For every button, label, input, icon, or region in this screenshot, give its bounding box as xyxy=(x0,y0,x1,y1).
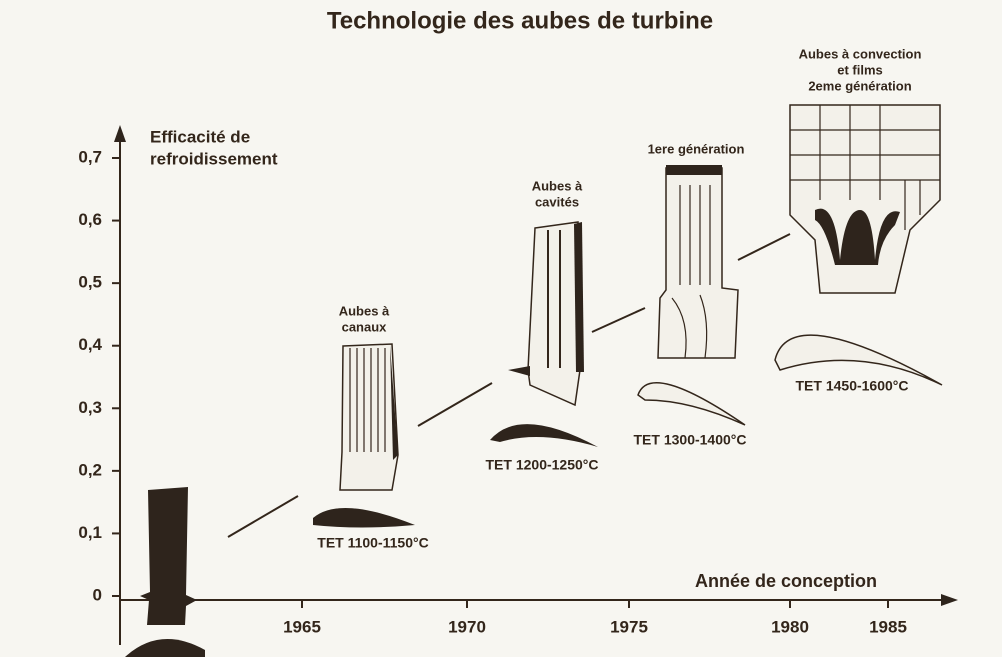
blade-channels xyxy=(313,343,415,528)
x-tick-label: 1985 xyxy=(869,617,907,636)
blade-second-gen xyxy=(774,104,943,386)
title: Technologie des aubes de turbine xyxy=(327,7,713,34)
blade-name: Aubes à xyxy=(532,178,583,193)
y-tick-label: 0,5 xyxy=(78,273,102,292)
y-tick-label: 0 xyxy=(93,585,102,604)
x-tick-label: 1980 xyxy=(771,617,809,636)
y-tick-label: 0,2 xyxy=(78,460,102,479)
y-tick-label: 0,3 xyxy=(78,398,102,417)
trend-segment xyxy=(227,495,299,538)
trend-segment xyxy=(417,382,493,427)
blade-name: et films xyxy=(837,62,883,77)
trend-segment xyxy=(737,233,791,261)
y-tick-label: 0,7 xyxy=(78,147,102,166)
blade-tet: TET 1450-1600°C xyxy=(796,378,909,394)
y-tick-label: 0,1 xyxy=(78,523,102,542)
blade-name: 1ere génération xyxy=(648,141,745,156)
blade-tet: TET 1200-1250°C xyxy=(486,457,599,473)
blade-first-gen xyxy=(637,165,746,426)
trend xyxy=(227,233,791,538)
blade-name: canaux xyxy=(342,319,388,334)
blade-name: 2eme génération xyxy=(808,78,911,93)
blade-name: Aubes à xyxy=(339,303,390,318)
y-arrow xyxy=(114,125,126,142)
x-tick-label: 1965 xyxy=(283,617,321,636)
x-axis-label: Année de conception xyxy=(695,571,877,591)
blade-tet: TET 1100-1150°C xyxy=(317,535,428,551)
blade-name: cavités xyxy=(535,194,579,209)
y-axis-label: refroidissement xyxy=(150,149,278,168)
y-axis-label: Efficacité de xyxy=(150,127,250,146)
y-tick-label: 0,6 xyxy=(78,210,102,229)
blade-tet: TET 1300-1400°C xyxy=(634,432,747,448)
blade-cavities xyxy=(490,221,598,447)
y-tick-label: 0,4 xyxy=(78,335,102,354)
blade-name: Aubes à convection xyxy=(799,46,922,61)
x-arrow xyxy=(941,594,958,606)
x-tick-label: 1975 xyxy=(610,617,648,636)
x-tick-label: 1970 xyxy=(448,617,486,636)
trend-segment xyxy=(591,307,646,333)
blade-base xyxy=(125,487,205,657)
